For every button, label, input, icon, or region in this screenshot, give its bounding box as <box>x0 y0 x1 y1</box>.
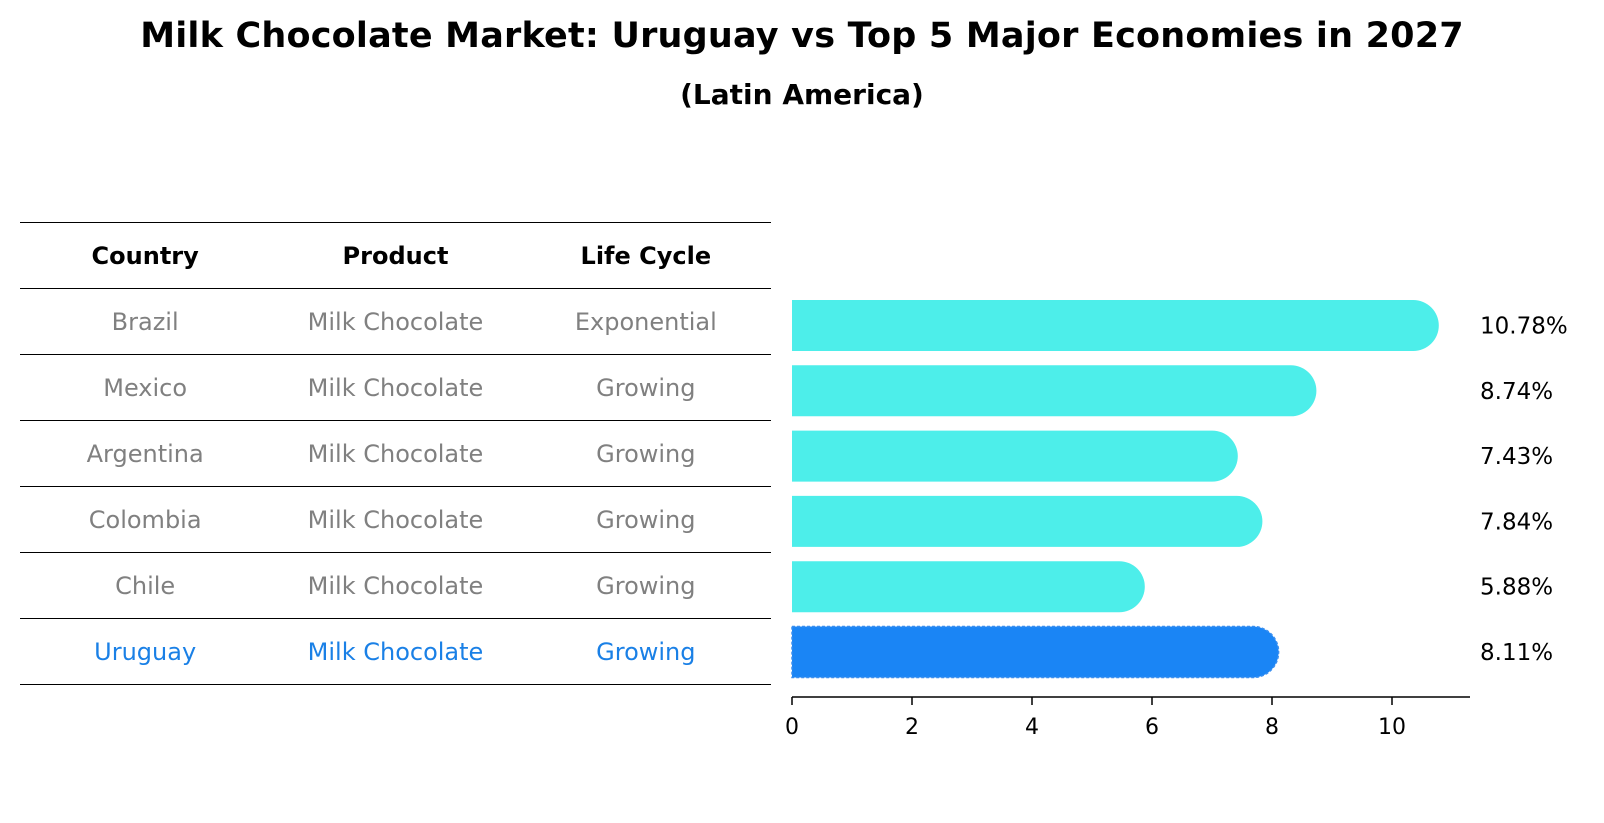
header-product: Product <box>270 222 521 289</box>
cell-life-cycle: Growing <box>520 552 771 619</box>
cell-product: Milk Chocolate <box>270 552 521 619</box>
x-tick-label: 0 <box>785 715 799 740</box>
chart-subtitle: (Latin America) <box>680 78 924 111</box>
header-country: Country <box>20 222 271 289</box>
cell-country: Colombia <box>20 486 271 553</box>
cell-life-cycle: Growing <box>520 486 771 553</box>
bar-value-label-brazil: 10.78% <box>1480 314 1568 340</box>
chart-title: Milk Chocolate Market: Uruguay vs Top 5 … <box>140 16 1464 56</box>
cell-product: Milk Chocolate <box>270 354 521 421</box>
cell-life-cycle: Growing <box>520 420 771 487</box>
table-row: Colombia Milk Chocolate Growing <box>20 486 771 553</box>
cell-life-cycle: Exponential <box>520 288 771 355</box>
cell-country: Argentina <box>20 420 271 487</box>
x-tick-label: 10 <box>1378 715 1406 740</box>
table-row: Brazil Milk Chocolate Exponential <box>20 288 771 355</box>
table-row-highlighted: Uruguay Milk Chocolate Growing <box>20 618 771 685</box>
cell-product: Milk Chocolate <box>270 618 521 685</box>
table-row: Argentina Milk Chocolate Growing <box>20 420 771 487</box>
bar-value-label-colombia: 7.84% <box>1480 509 1553 535</box>
cell-product: Milk Chocolate <box>270 420 521 487</box>
table-row: Mexico Milk Chocolate Growing <box>20 354 771 421</box>
bar-mexico <box>792 365 1317 417</box>
x-tick-label: 2 <box>905 715 919 740</box>
cell-product: Milk Chocolate <box>270 486 521 553</box>
x-tick-label: 6 <box>1145 715 1159 740</box>
bar-value-label-uruguay: 8.11% <box>1480 640 1553 666</box>
cell-country: Mexico <box>20 354 271 421</box>
cell-country: Uruguay <box>20 618 271 685</box>
bar-value-label-argentina: 7.43% <box>1480 444 1553 470</box>
table-header-row: Country Product Life Cycle <box>20 222 771 289</box>
header-life-cycle: Life Cycle <box>520 222 771 289</box>
bar-chile <box>792 561 1145 613</box>
bar-value-label-mexico: 8.74% <box>1480 379 1553 405</box>
bar-brazil <box>792 300 1439 351</box>
bar-uruguay <box>791 625 1280 679</box>
bar-colombia <box>792 495 1263 547</box>
x-tick-label: 4 <box>1025 715 1039 740</box>
bar-value-label-chile: 5.88% <box>1480 575 1553 601</box>
cell-life-cycle: Growing <box>520 354 771 421</box>
x-tick-label: 8 <box>1265 715 1279 740</box>
table-row: Chile Milk Chocolate Growing <box>20 552 771 619</box>
cell-country: Chile <box>20 552 271 619</box>
cell-country: Brazil <box>20 288 271 355</box>
bar-argentina <box>792 430 1238 482</box>
cell-life-cycle: Growing <box>520 618 771 685</box>
country-table: Country Product Life Cycle Brazil Milk C… <box>20 222 771 685</box>
cell-product: Milk Chocolate <box>270 288 521 355</box>
